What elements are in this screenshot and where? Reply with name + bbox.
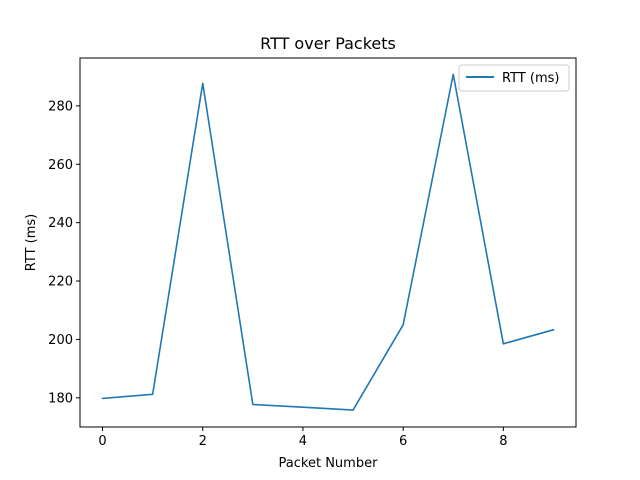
plot-frame bbox=[79, 57, 577, 428]
legend-label: RTT (ms) bbox=[502, 71, 559, 86]
y-axis-label: RTT (ms) bbox=[24, 214, 39, 271]
x-tick-label: 6 bbox=[399, 434, 407, 449]
x-tick-label: 0 bbox=[98, 434, 106, 449]
x-axis-label: Packet Number bbox=[279, 456, 379, 471]
x-tick-label: 2 bbox=[199, 434, 207, 449]
y-tick-label: 180 bbox=[48, 391, 73, 406]
y-tick-label: 280 bbox=[48, 99, 73, 114]
chart-title: RTT over Packets bbox=[260, 34, 396, 53]
series-group bbox=[101, 73, 555, 411]
legend: RTT (ms) bbox=[458, 64, 570, 92]
x-axis-ticks: 0 2 4 6 8 bbox=[98, 427, 507, 449]
x-tick-label: 4 bbox=[299, 434, 307, 449]
y-tick-label: 240 bbox=[48, 216, 73, 231]
series-line-rtt bbox=[101, 73, 555, 411]
legend-box bbox=[458, 64, 570, 92]
plot-area bbox=[80, 58, 576, 427]
y-tick-label: 220 bbox=[48, 275, 73, 290]
y-axis-ticks: 180 200 220 240 260 280 bbox=[48, 99, 80, 406]
y-tick-label: 200 bbox=[48, 333, 73, 348]
y-tick-label: 260 bbox=[48, 158, 73, 173]
x-tick-label: 8 bbox=[499, 434, 507, 449]
